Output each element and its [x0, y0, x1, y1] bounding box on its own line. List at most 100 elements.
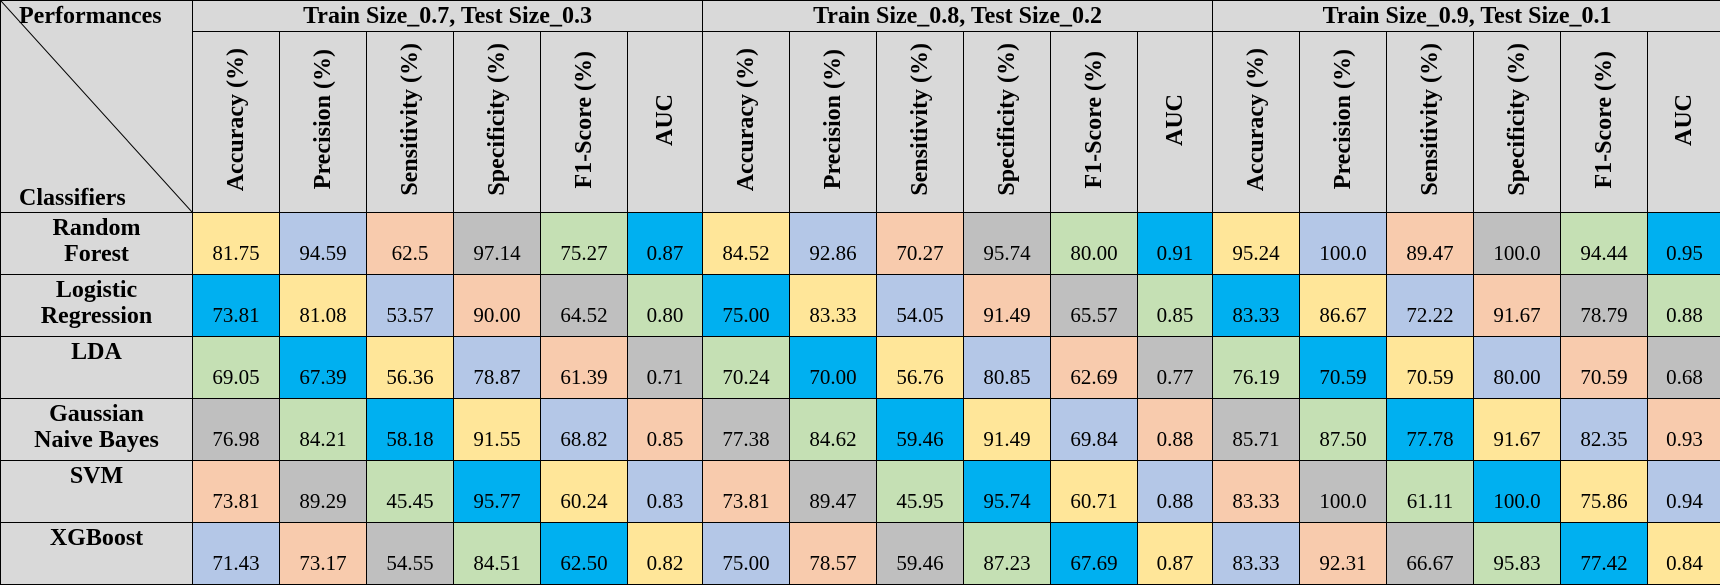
classifier-name-line: XGBoost: [1, 525, 192, 551]
value-cell: 0.88: [1138, 399, 1213, 461]
value-cell: 90.00: [454, 275, 541, 337]
value-cell: 92.31: [1300, 523, 1387, 585]
metric-header: F1-Score (%): [1561, 32, 1648, 213]
value-cell: 71.43: [193, 523, 280, 585]
value-cell: 60.71: [1051, 461, 1138, 523]
value-cell: 72.22: [1387, 275, 1474, 337]
corner-diagonal: [1, 1, 192, 212]
value-cell: 62.69: [1051, 337, 1138, 399]
value-cell: 66.67: [1387, 523, 1474, 585]
value-cell: 56.36: [367, 337, 454, 399]
value-cell: 73.81: [193, 275, 280, 337]
value-cell: 56.76: [877, 337, 964, 399]
value-cell: 100.0: [1300, 461, 1387, 523]
metric-header: Specificity (%): [454, 32, 541, 213]
group-header: Train Size_0.8, Test Size_0.2: [703, 1, 1213, 32]
value-cell: 54.55: [367, 523, 454, 585]
value-cell: 85.71: [1213, 399, 1300, 461]
value-cell: 91.49: [964, 399, 1051, 461]
value-cell: 91.55: [454, 399, 541, 461]
value-cell: 100.0: [1474, 461, 1561, 523]
value-cell: 0.85: [628, 399, 703, 461]
value-cell: 54.05: [877, 275, 964, 337]
value-cell: 0.88: [1138, 461, 1213, 523]
metric-header: Accuracy (%): [193, 32, 280, 213]
classifier-name-line: LDA: [1, 339, 192, 365]
value-cell: 95.74: [964, 213, 1051, 275]
value-cell: 87.50: [1300, 399, 1387, 461]
value-cell: 58.18: [367, 399, 454, 461]
value-cell: 45.45: [367, 461, 454, 523]
metric-header: Accuracy (%): [1213, 32, 1300, 213]
metric-label: Precision (%): [1330, 49, 1357, 189]
value-cell: 94.44: [1561, 213, 1648, 275]
value-cell: 53.57: [367, 275, 454, 337]
value-cell: 95.83: [1474, 523, 1561, 585]
value-cell: 75.27: [541, 213, 628, 275]
metric-header-row: Accuracy (%)Precision (%)Sensitivity (%)…: [1, 32, 1720, 213]
value-cell: 75.86: [1561, 461, 1648, 523]
metric-label: Specificity (%): [1504, 43, 1531, 196]
value-cell: 100.0: [1300, 213, 1387, 275]
metric-header: Precision (%): [1300, 32, 1387, 213]
value-cell: 0.84: [1648, 523, 1720, 585]
value-cell: 0.87: [1138, 523, 1213, 585]
value-cell: 91.67: [1474, 275, 1561, 337]
classifier-name: SVM: [1, 461, 193, 523]
value-cell: 95.24: [1213, 213, 1300, 275]
value-cell: 84.51: [454, 523, 541, 585]
value-cell: 67.69: [1051, 523, 1138, 585]
value-cell: 69.84: [1051, 399, 1138, 461]
value-cell: 70.27: [877, 213, 964, 275]
metric-label: AUC: [1671, 94, 1698, 146]
value-cell: 75.00: [703, 275, 790, 337]
metric-label: Accuracy (%): [223, 48, 250, 191]
value-cell: 84.21: [280, 399, 367, 461]
value-cell: 89.29: [280, 461, 367, 523]
metric-label: Specificity (%): [484, 43, 511, 196]
value-cell: 65.57: [1051, 275, 1138, 337]
value-cell: 84.62: [790, 399, 877, 461]
value-cell: 70.00: [790, 337, 877, 399]
classifiers-label: Classifiers: [19, 185, 126, 212]
group-header: Train Size_0.7, Test Size_0.3: [193, 1, 703, 32]
value-cell: 83.33: [1213, 275, 1300, 337]
value-cell: 70.24: [703, 337, 790, 399]
value-cell: 61.39: [541, 337, 628, 399]
value-cell: 62.50: [541, 523, 628, 585]
value-cell: 0.88: [1648, 275, 1720, 337]
value-cell: 78.87: [454, 337, 541, 399]
metric-label: Specificity (%): [994, 43, 1021, 196]
value-cell: 69.05: [193, 337, 280, 399]
value-cell: 64.52: [541, 275, 628, 337]
value-cell: 61.11: [1387, 461, 1474, 523]
metric-header: F1-Score (%): [541, 32, 628, 213]
value-cell: 77.38: [703, 399, 790, 461]
value-cell: 70.59: [1387, 337, 1474, 399]
metric-label: F1-Score (%): [1081, 51, 1108, 189]
value-cell: 45.95: [877, 461, 964, 523]
value-cell: 83.33: [790, 275, 877, 337]
classifier-name-line: Regression: [1, 303, 192, 329]
metric-label: Accuracy (%): [1243, 48, 1270, 191]
value-cell: 0.95: [1648, 213, 1720, 275]
metric-label: Sensitivity (%): [1417, 43, 1444, 196]
metric-header: Accuracy (%): [703, 32, 790, 213]
value-cell: 59.46: [877, 399, 964, 461]
value-cell: 68.82: [541, 399, 628, 461]
value-cell: 73.81: [193, 461, 280, 523]
value-cell: 0.68: [1648, 337, 1720, 399]
value-cell: 60.24: [541, 461, 628, 523]
metric-header: Precision (%): [790, 32, 877, 213]
metric-header: Specificity (%): [1474, 32, 1561, 213]
metric-label: AUC: [1162, 94, 1189, 146]
value-cell: 0.93: [1648, 399, 1720, 461]
value-cell: 95.74: [964, 461, 1051, 523]
